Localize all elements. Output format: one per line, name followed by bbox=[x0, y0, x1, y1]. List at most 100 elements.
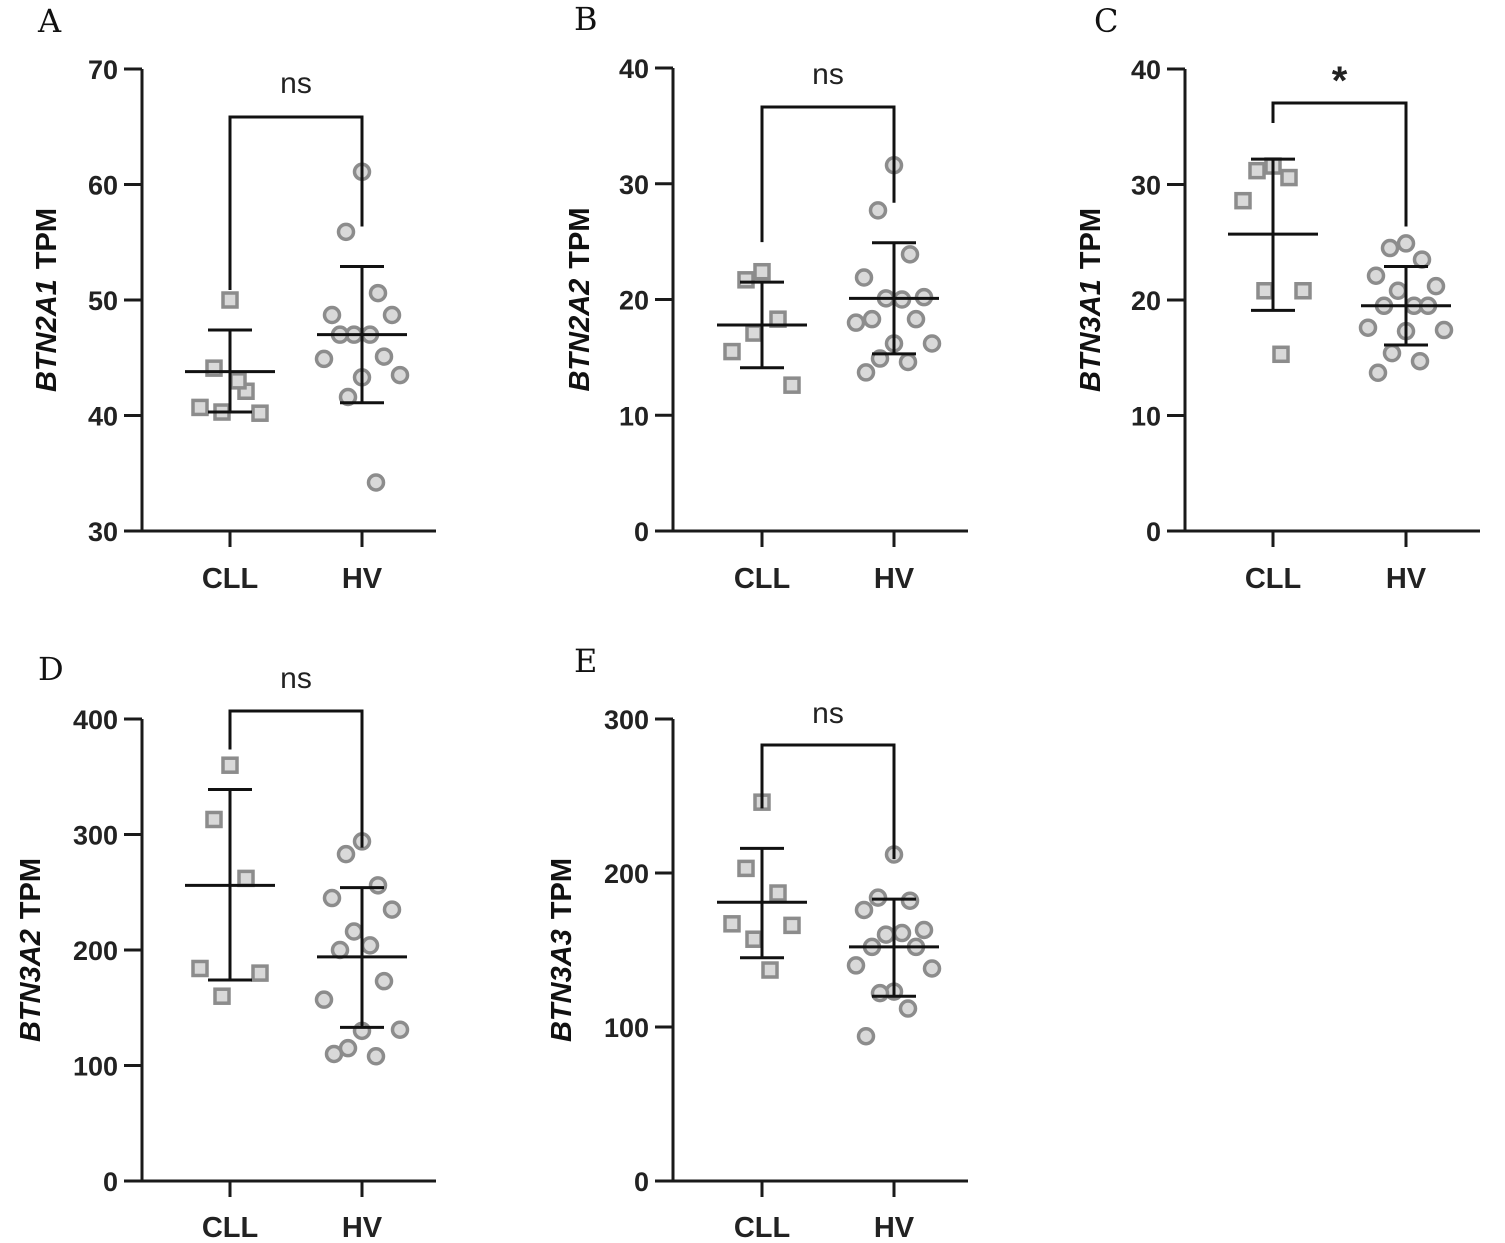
data-point-hv bbox=[1366, 266, 1386, 285]
data-point-hv bbox=[368, 876, 388, 895]
data-point-hv bbox=[1426, 276, 1446, 296]
data-point-cll bbox=[1272, 345, 1290, 364]
data-point-cll bbox=[213, 987, 231, 1005]
data-point-cll bbox=[1280, 168, 1298, 187]
data-point-hv bbox=[368, 283, 388, 303]
x-category-label: HV bbox=[1386, 563, 1427, 595]
x-category-label: CLL bbox=[202, 1212, 258, 1243]
data-point-hv bbox=[922, 959, 942, 978]
y-tick-label: 40 bbox=[1131, 55, 1161, 85]
data-point-hv bbox=[1410, 351, 1430, 371]
panel-letter: B bbox=[574, 0, 598, 38]
data-point-hv bbox=[846, 956, 866, 975]
data-point-hv bbox=[360, 936, 380, 955]
y-tick-label: 0 bbox=[103, 1167, 118, 1197]
data-point-hv bbox=[900, 245, 920, 264]
x-category-label: HV bbox=[342, 1212, 383, 1243]
data-point-hv bbox=[900, 891, 920, 910]
y-axis-title-gene: BTN3A3 bbox=[546, 929, 578, 1042]
data-point-hv bbox=[1388, 281, 1408, 301]
y-axis-title-unit: TPM bbox=[564, 207, 596, 268]
data-point-hv bbox=[390, 365, 410, 385]
significance-bracket bbox=[760, 105, 896, 243]
panel-letter: A bbox=[37, 2, 62, 40]
data-point-hv bbox=[906, 309, 926, 329]
panel-b: B 0 10 20 30 40 CLL HV BTN2A2 TPM ns bbox=[564, 0, 968, 595]
data-point-hv bbox=[856, 363, 876, 382]
data-point-hv bbox=[1368, 363, 1388, 383]
data-point-cll bbox=[221, 291, 239, 309]
data-point-hv bbox=[1382, 343, 1402, 363]
y-tick-label: 100 bbox=[73, 1052, 118, 1082]
data-point-hv bbox=[314, 349, 334, 369]
y-tick-label: 100 bbox=[604, 1013, 649, 1043]
y-tick-label: 300 bbox=[604, 705, 649, 735]
data-point-cll bbox=[221, 756, 239, 774]
data-point-cll bbox=[191, 398, 209, 417]
data-point-cll bbox=[783, 376, 801, 394]
data-point-cll bbox=[1248, 161, 1266, 180]
significance-bracket bbox=[228, 709, 364, 848]
significance-bracket bbox=[228, 115, 364, 291]
x-category-label: CLL bbox=[734, 563, 790, 595]
significance-label: ns bbox=[280, 662, 312, 695]
data-point-hv bbox=[898, 999, 918, 1018]
data-point-hv bbox=[330, 940, 350, 960]
data-point-hv bbox=[870, 983, 890, 1003]
panel-letter: D bbox=[38, 650, 64, 688]
data-point-hv bbox=[322, 888, 342, 908]
data-point-cll bbox=[251, 404, 269, 422]
data-point-cll bbox=[737, 859, 755, 878]
y-axis-title: BTN2A2 TPM bbox=[564, 207, 596, 391]
data-point-hv bbox=[868, 201, 888, 220]
data-point-hv bbox=[868, 888, 888, 907]
y-axis-title: BTN3A3 TPM bbox=[546, 858, 578, 1042]
x-category-label: CLL bbox=[1245, 563, 1301, 595]
data-point-hv bbox=[314, 990, 334, 1009]
y-tick-label: 300 bbox=[73, 821, 118, 851]
data-point-hv bbox=[324, 1044, 344, 1064]
y-tick-label: 30 bbox=[619, 170, 649, 200]
y-tick-label: 40 bbox=[619, 54, 649, 84]
data-point-cll bbox=[229, 372, 247, 390]
y-tick-label: 200 bbox=[604, 859, 649, 889]
y-tick-label: 10 bbox=[619, 401, 649, 431]
data-point-cll bbox=[745, 930, 763, 948]
data-point-hv bbox=[1358, 318, 1378, 337]
y-axis-title-gene: BTN2A2 bbox=[564, 279, 596, 392]
y-axis-title-unit: TPM bbox=[15, 858, 47, 919]
data-point-hv bbox=[338, 387, 358, 407]
significance-label: ns bbox=[280, 67, 312, 100]
data-point-cll bbox=[1256, 282, 1274, 300]
panel-e: E 0 100 200 300 CLL HV BTN3A3 TPM ns bbox=[546, 642, 968, 1243]
panel-letter: E bbox=[574, 642, 597, 680]
data-point-hv bbox=[336, 222, 356, 242]
y-tick-label: 400 bbox=[73, 705, 118, 735]
x-category-label: HV bbox=[874, 563, 915, 595]
data-point-hv bbox=[898, 352, 918, 372]
y-tick-label: 60 bbox=[88, 171, 118, 201]
data-point-hv bbox=[336, 844, 356, 864]
data-point-cll bbox=[1234, 191, 1252, 210]
data-point-cll bbox=[723, 342, 741, 361]
y-axis-title-unit: TPM bbox=[546, 858, 578, 919]
y-axis-title: BTN3A1 TPM bbox=[1075, 208, 1107, 392]
data-point-cll bbox=[1294, 282, 1312, 300]
data-point-hv bbox=[876, 925, 896, 944]
significance-bracket bbox=[760, 743, 896, 860]
significance-label: * bbox=[1332, 59, 1348, 103]
y-tick-label: 200 bbox=[73, 936, 118, 966]
data-point-cll bbox=[769, 884, 787, 902]
y-tick-label: 0 bbox=[634, 517, 649, 547]
data-point-cll bbox=[251, 964, 269, 982]
data-point-hv bbox=[390, 1020, 410, 1039]
significance-bracket bbox=[1271, 101, 1408, 227]
data-point-cll bbox=[761, 961, 779, 979]
data-point-hv bbox=[856, 1026, 876, 1046]
panel-c: C 0 10 20 30 40 CLL HV BTN3A1 TPM * bbox=[1075, 2, 1480, 595]
y-axis-title-gene: BTN3A1 bbox=[1075, 279, 1107, 392]
y-axis-title-unit: TPM bbox=[31, 208, 63, 269]
y-tick-label: 70 bbox=[88, 55, 118, 85]
data-point-hv bbox=[366, 1047, 386, 1066]
data-point-hv bbox=[322, 305, 342, 325]
